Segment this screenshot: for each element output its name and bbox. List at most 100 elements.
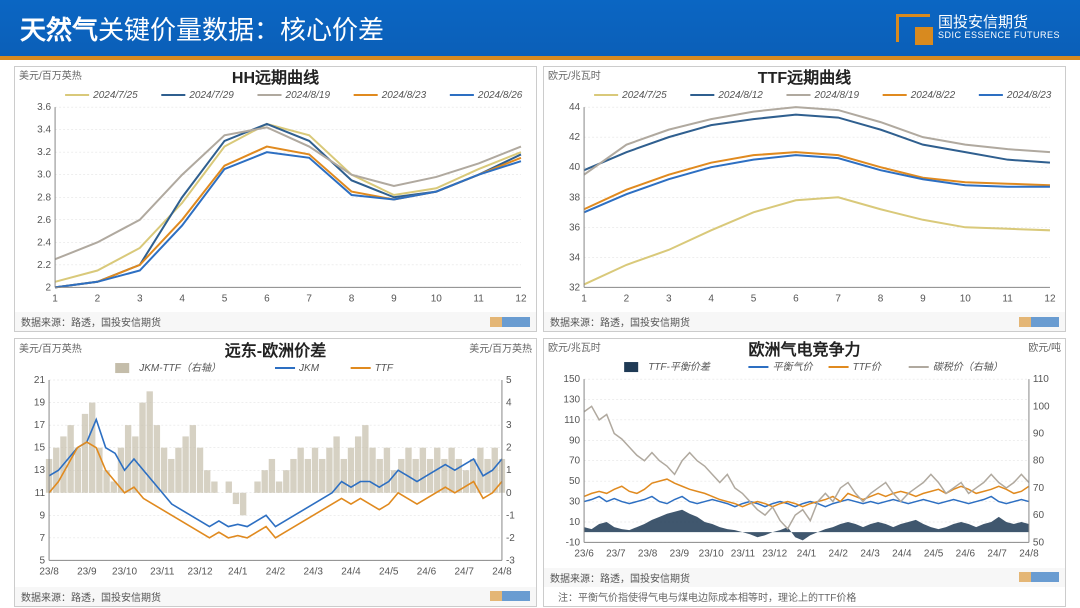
svg-text:42: 42: [569, 132, 581, 143]
svg-text:8: 8: [878, 293, 884, 304]
svg-text:100: 100: [1033, 402, 1050, 413]
svg-text:50: 50: [569, 477, 581, 488]
svg-text:23/11: 23/11: [150, 567, 175, 578]
svg-text:10: 10: [960, 293, 972, 304]
svg-text:44: 44: [569, 102, 581, 113]
svg-text:美元/百万英热: 美元/百万英热: [19, 69, 82, 82]
svg-text:13: 13: [34, 466, 46, 477]
svg-text:24/1: 24/1: [797, 549, 817, 560]
svg-text:1: 1: [506, 466, 512, 477]
svg-text:12: 12: [1044, 293, 1056, 304]
svg-text:90: 90: [569, 436, 581, 447]
svg-text:2024/8/26: 2024/8/26: [477, 90, 523, 101]
svg-text:23/8: 23/8: [39, 567, 59, 578]
logo-icon: [896, 14, 930, 42]
svg-text:24/8: 24/8: [1019, 549, 1039, 560]
svg-text:24/1: 24/1: [228, 567, 248, 578]
svg-text:JKM: JKM: [298, 364, 320, 375]
svg-text:TTF: TTF: [375, 364, 394, 375]
svg-text:5: 5: [222, 293, 228, 304]
svg-text:70: 70: [1033, 483, 1045, 494]
svg-text:23/9: 23/9: [77, 567, 97, 578]
svg-text:23/9: 23/9: [670, 549, 690, 560]
svg-text:24/5: 24/5: [924, 549, 944, 560]
chart4-note: 注：平衡气价指使得气电与煤电边际成本相等时，理论上的TTF价格: [544, 587, 1065, 606]
svg-text:24/6: 24/6: [417, 567, 437, 578]
panel-hh-forward: HH远期曲线美元/百万英热22.22.42.62.83.03.23.43.612…: [14, 66, 537, 332]
svg-text:1: 1: [581, 293, 587, 304]
svg-text:美元/百万英热: 美元/百万英热: [19, 342, 82, 355]
svg-text:32: 32: [569, 282, 581, 293]
svg-text:23/6: 23/6: [574, 549, 594, 560]
svg-text:3.0: 3.0: [37, 170, 51, 181]
svg-text:2: 2: [624, 293, 630, 304]
source-3: 数据来源：路透，国投安信期货: [15, 587, 536, 606]
svg-text:4: 4: [506, 398, 512, 409]
svg-text:23/10: 23/10: [699, 549, 724, 560]
svg-text:2024/7/25: 2024/7/25: [621, 90, 667, 101]
svg-text:23/11: 23/11: [731, 549, 756, 560]
svg-text:5: 5: [506, 376, 512, 387]
svg-text:6: 6: [793, 293, 799, 304]
svg-text:HH远期曲线: HH远期曲线: [232, 68, 319, 87]
svg-text:30: 30: [569, 497, 581, 508]
svg-text:2.2: 2.2: [37, 260, 51, 271]
svg-text:2: 2: [95, 293, 101, 304]
source-1: 数据来源：路透，国投安信期货: [15, 312, 536, 331]
title-rest: 关键价量数据：核心价差: [98, 15, 384, 45]
svg-text:50: 50: [1033, 538, 1045, 549]
svg-text:21: 21: [34, 376, 46, 387]
svg-text:TTF-平衡价差: TTF-平衡价差: [648, 362, 711, 374]
svg-text:110: 110: [1033, 375, 1049, 386]
panel-fareast-europe: 远东-欧洲价差美元/百万英热美元/百万英热579111315171921-3-2…: [14, 338, 537, 606]
svg-text:11: 11: [473, 293, 484, 304]
svg-text:-10: -10: [566, 538, 581, 549]
svg-text:15: 15: [34, 443, 46, 454]
svg-text:平衡气价: 平衡气价: [772, 362, 813, 374]
svg-text:-3: -3: [506, 556, 515, 567]
svg-text:欧元/兆瓦时: 欧元/兆瓦时: [548, 70, 601, 82]
svg-text:3.4: 3.4: [37, 125, 51, 136]
svg-text:4: 4: [708, 293, 714, 304]
svg-text:24/5: 24/5: [379, 567, 399, 578]
svg-text:36: 36: [569, 222, 581, 233]
svg-text:130: 130: [563, 395, 580, 406]
title-strong: 天然气: [20, 15, 98, 45]
svg-text:23/10: 23/10: [112, 567, 137, 578]
svg-text:2024/7/25: 2024/7/25: [92, 90, 138, 101]
svg-text:24/6: 24/6: [956, 549, 976, 560]
svg-text:40: 40: [569, 162, 581, 173]
svg-text:17: 17: [34, 421, 46, 432]
svg-text:2024/8/23: 2024/8/23: [1006, 90, 1052, 101]
svg-text:7: 7: [39, 533, 45, 544]
svg-text:远东-欧洲价差: 远东-欧洲价差: [225, 341, 326, 360]
company-logo: 国投安信期货 SDIC ESSENCE FUTURES: [896, 14, 1060, 42]
svg-text:欧洲气电竞争力: 欧洲气电竞争力: [748, 340, 860, 359]
svg-text:0: 0: [506, 488, 512, 499]
svg-text:38: 38: [569, 192, 581, 203]
svg-text:23/8: 23/8: [638, 549, 658, 560]
source-2: 数据来源：路透，国投安信期货: [544, 312, 1065, 331]
page-title: 天然气关键价量数据：核心价差: [20, 10, 384, 47]
svg-text:60: 60: [1033, 511, 1045, 522]
svg-text:7: 7: [835, 293, 841, 304]
svg-text:24/3: 24/3: [860, 549, 880, 560]
svg-text:2024/7/29: 2024/7/29: [188, 90, 234, 101]
svg-text:9: 9: [391, 293, 397, 304]
svg-text:2.4: 2.4: [37, 237, 51, 248]
svg-text:3.6: 3.6: [37, 102, 51, 113]
source-4: 数据来源：路透，国投安信期货: [544, 568, 1065, 587]
svg-text:3: 3: [137, 293, 143, 304]
svg-text:-2: -2: [506, 533, 515, 544]
svg-text:24/7: 24/7: [987, 549, 1007, 560]
svg-text:3.2: 3.2: [37, 147, 51, 158]
svg-text:3: 3: [666, 293, 672, 304]
svg-text:TTF价: TTF价: [853, 362, 882, 374]
svg-text:34: 34: [569, 252, 581, 263]
svg-text:-1: -1: [506, 511, 515, 522]
svg-text:JKM-TTF（右轴）: JKM-TTF（右轴）: [138, 363, 221, 375]
panel-ttf-forward: TTF远期曲线欧元/兆瓦时323436384042441234567891011…: [543, 66, 1066, 332]
svg-text:80: 80: [1033, 456, 1045, 467]
svg-text:70: 70: [569, 456, 581, 467]
svg-text:23/12: 23/12: [188, 567, 213, 578]
